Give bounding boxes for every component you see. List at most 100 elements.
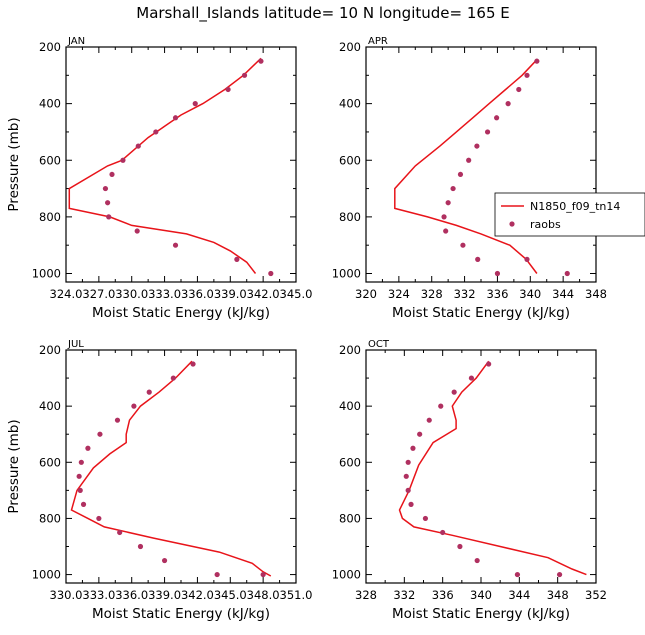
x-tick-label: 328 xyxy=(355,588,377,602)
y-tick-label: 200 xyxy=(339,343,361,357)
x-tick-label: 344 xyxy=(552,287,574,301)
model-line xyxy=(398,360,587,576)
obs-point xyxy=(408,501,414,507)
obs-point xyxy=(484,129,491,135)
x-axis-label: Moist Static Energy (kJ/kg) xyxy=(392,305,570,321)
obs-point xyxy=(77,487,83,493)
obs-point xyxy=(410,445,416,451)
y-tick-label: 1000 xyxy=(332,267,361,281)
x-tick-label: 348 xyxy=(547,588,569,602)
obs-point xyxy=(534,58,540,64)
x-tick-label: 351.0 xyxy=(280,588,313,602)
y-tick-label: 800 xyxy=(339,511,361,525)
obs-point xyxy=(524,256,530,262)
obs-point xyxy=(475,256,481,262)
obs-point xyxy=(137,543,144,550)
x-tick-label: 342.0 xyxy=(181,588,214,602)
obs-point xyxy=(78,459,84,465)
x-tick-label: 330.0 xyxy=(50,588,83,602)
obs-point xyxy=(161,557,168,564)
y-tick-label: 800 xyxy=(339,210,361,224)
x-tick-label: 330.0 xyxy=(115,287,148,301)
obs-point xyxy=(451,389,457,395)
obs-point xyxy=(405,487,411,493)
obs-point xyxy=(466,157,472,163)
x-tick-label: 352 xyxy=(585,588,607,602)
obs-point xyxy=(260,571,266,578)
panel-label: OCT xyxy=(368,339,390,350)
x-tick-label: 324 xyxy=(388,287,410,301)
x-tick-label: 340 xyxy=(470,588,492,602)
obs-point xyxy=(440,529,446,536)
obs-point xyxy=(422,515,429,522)
obs-point xyxy=(172,115,179,121)
x-tick-label: 339.0 xyxy=(214,287,247,301)
obs-point xyxy=(524,72,530,78)
obs-point xyxy=(474,143,480,149)
obs-point xyxy=(564,270,570,277)
y-tick-label: 800 xyxy=(39,511,61,525)
x-tick-label: 336.0 xyxy=(181,287,214,301)
obs-point xyxy=(114,417,121,423)
x-tick-label: 332 xyxy=(454,287,476,301)
obs-point xyxy=(494,115,500,121)
model-line xyxy=(68,57,262,274)
obs-point xyxy=(457,171,464,178)
obs-point xyxy=(494,270,501,277)
x-tick-label: 345.0 xyxy=(214,588,247,602)
model-line xyxy=(394,59,538,274)
obs-point xyxy=(120,157,126,163)
obs-point xyxy=(468,375,475,381)
plot-frame xyxy=(365,46,597,283)
obs-point xyxy=(117,529,123,536)
panel-oct: OCT 328 332 336 340 344 348 352 200 400 600 800 1000… xyxy=(332,339,607,622)
obs-point xyxy=(438,403,444,409)
obs-point xyxy=(192,101,198,107)
panel-apr: APR 320 324 328 332 336 340 344 348 200 400 600 800 1… xyxy=(332,36,607,321)
x-tick-label: 344 xyxy=(508,588,530,602)
y-axis-label: Pressure (mb) xyxy=(6,419,22,513)
obs-point xyxy=(131,403,137,409)
x-tick-label: 333.0 xyxy=(82,588,115,602)
obs-point xyxy=(441,214,447,220)
y-tick-label: 200 xyxy=(39,40,61,54)
obs-point xyxy=(268,270,274,277)
obs-point xyxy=(457,543,463,550)
y-tick-label: 600 xyxy=(39,153,61,167)
y-tick-label: 600 xyxy=(339,455,361,469)
x-tick-label: 333.0 xyxy=(148,287,181,301)
x-tick-label: 340 xyxy=(519,287,541,301)
obs-point xyxy=(486,361,492,367)
x-tick-label: 336 xyxy=(432,588,454,602)
y-tick-label: 400 xyxy=(339,97,361,111)
y-tick-label: 200 xyxy=(339,40,361,54)
obs-point xyxy=(172,242,179,248)
x-axis-label: Moist Static Energy (kJ/kg) xyxy=(392,606,570,622)
y-tick-label: 600 xyxy=(339,153,361,167)
obs-point xyxy=(97,431,103,437)
x-tick-label: 345.0 xyxy=(280,287,313,301)
obs-point xyxy=(505,101,511,107)
panel-label: JAN xyxy=(67,36,85,47)
panel-jan: JAN 324.0 327.0 330.0 333.0 336.0 339.0 342.0 34… xyxy=(6,36,312,321)
legend-model-label: N1850_f09_tn14 xyxy=(530,200,620,213)
x-axis-label: Moist Static Energy (kJ/kg) xyxy=(92,606,270,622)
obs-point xyxy=(241,72,248,78)
x-tick-label: 348.0 xyxy=(247,588,280,602)
obs-point xyxy=(105,200,111,206)
obs-point xyxy=(474,557,480,564)
x-tick-label: 339.0 xyxy=(148,588,181,602)
y-tick-label: 400 xyxy=(39,97,61,111)
y-tick-label: 600 xyxy=(39,455,61,469)
model-line xyxy=(70,360,272,577)
obs-point xyxy=(85,445,91,451)
obs-point xyxy=(214,571,220,578)
x-tick-label: 328 xyxy=(421,287,443,301)
obs-point xyxy=(96,515,102,522)
obs-point xyxy=(153,129,159,135)
obs-point xyxy=(460,242,466,248)
x-tick-label: 332 xyxy=(393,588,415,602)
obs-point xyxy=(102,185,109,192)
panel-jul: JUL 330.0 333.0 336.0 339.0 342.0 345.0 348.0 35… xyxy=(6,339,312,622)
